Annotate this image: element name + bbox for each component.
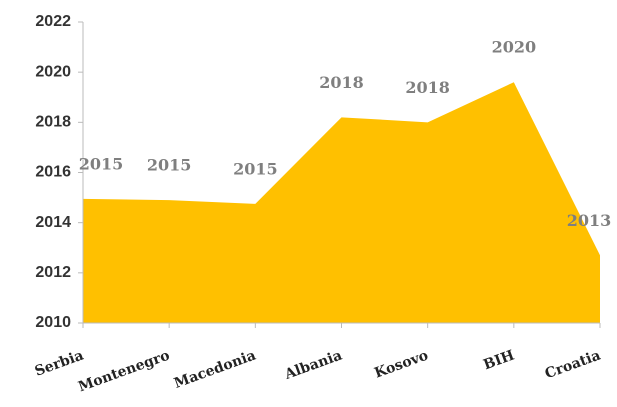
data-label: 2018 — [405, 78, 450, 97]
x-tick-label: Albania — [282, 347, 344, 383]
y-tick-label: 2012 — [35, 264, 71, 281]
x-tick-label: BIH — [481, 347, 516, 373]
data-label: 2015 — [147, 156, 192, 175]
y-tick-label: 2022 — [35, 13, 71, 30]
x-tick-label: Croatia — [543, 347, 603, 382]
data-label: 2013 — [567, 211, 612, 230]
x-tick-label: Serbia — [33, 347, 86, 379]
y-tick-label: 2016 — [35, 164, 71, 181]
area — [83, 82, 600, 323]
data-label: 2015 — [79, 154, 124, 173]
y-tick-label: 2020 — [35, 63, 71, 80]
x-tick-label: Montenegro — [76, 347, 172, 395]
y-tick-label: 2010 — [35, 314, 71, 331]
data-label: 2015 — [233, 159, 278, 178]
x-tick-label: Macedonia — [172, 347, 258, 391]
data-label: 2018 — [319, 73, 364, 92]
y-tick-label: 2018 — [35, 114, 71, 131]
y-tick-label: 2014 — [35, 214, 71, 231]
data-label: 2020 — [492, 38, 537, 57]
x-tick-label: Kosovo — [372, 347, 430, 381]
